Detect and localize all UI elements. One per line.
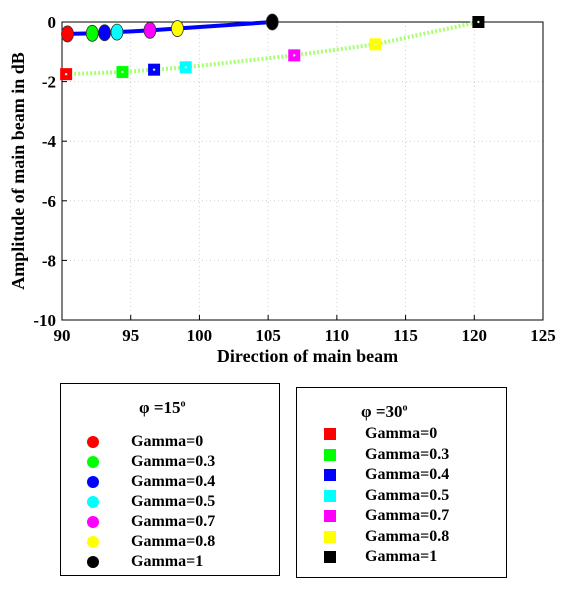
- legend-label: Gamma=0.5: [131, 493, 216, 510]
- legend-label: Gamma=1: [365, 548, 438, 565]
- x-tick-label: 125: [530, 326, 556, 345]
- legend-entry: Gamma=0.5: [297, 485, 506, 507]
- legend-marker: [324, 551, 336, 563]
- legend-entry: Gamma=0.3: [297, 444, 506, 466]
- legend-label: Gamma=0.7: [131, 513, 216, 530]
- legend-label: Gamma=0.7: [365, 507, 450, 524]
- data-point-center: [152, 68, 156, 71]
- y-tick-label: -10: [33, 311, 56, 330]
- series-phi-15: [61, 13, 279, 43]
- legend-title-superscript: o: [402, 402, 408, 414]
- legend-entry: Gamma=0.4: [297, 464, 506, 486]
- legend-marker: [87, 556, 99, 568]
- x-tick-label: 105: [255, 326, 281, 345]
- legend-label: Gamma=0: [131, 433, 204, 450]
- legend-marker: [87, 436, 99, 448]
- legend-marker: [87, 456, 99, 468]
- y-tick-label: -2: [42, 73, 56, 92]
- legend-label: Gamma=1: [131, 553, 204, 570]
- x-tick-label: 120: [462, 326, 488, 345]
- legend-marker: [87, 536, 99, 548]
- y-tick-label: 0: [48, 13, 57, 32]
- legend-entry: Gamma=1: [61, 551, 279, 573]
- x-tick-label: 95: [122, 326, 139, 345]
- data-point-center: [64, 72, 68, 76]
- legend-title-text: φ =30: [361, 402, 403, 421]
- data-point: [143, 21, 157, 39]
- legend-label: Gamma=0: [365, 425, 438, 442]
- data-point: [265, 13, 279, 31]
- legend-label: Gamma=0.4: [131, 473, 216, 490]
- data-point: [171, 20, 184, 37]
- legend-label: Gamma=0.3: [365, 445, 450, 463]
- series-phi-30: [60, 16, 485, 81]
- data-point: [85, 24, 99, 42]
- x-tick-label: 110: [325, 326, 350, 345]
- legend-label: Gamma=0.4: [365, 466, 450, 483]
- legend-entry: Gamma=0.8: [297, 526, 506, 548]
- legend-entry: Gamma=0.4: [61, 471, 279, 493]
- x-axis-ticks: 90 95 100 105 110 115 120 125: [54, 315, 556, 345]
- legend-marker: [87, 476, 99, 488]
- data-point: [110, 23, 124, 41]
- legend-label: Gamma=0.3: [131, 453, 216, 470]
- legend-entry: Gamma=0: [297, 423, 506, 445]
- x-tick-label: 100: [187, 326, 213, 345]
- legend-marker: [87, 516, 99, 528]
- legend-entry: Gamma=1: [297, 546, 506, 568]
- legend-marker: [324, 428, 336, 440]
- chart-svg: 90 95 100 105 110 115 120 125 0 -2 -4 -6 -8 -10 Dire…: [8, 13, 556, 366]
- legend-phi-15: φ =15o Gamma=0 Gamma=0.3 Gamma=0.4 Gamma=0.…: [60, 383, 280, 576]
- y-tick-label: -6: [42, 192, 56, 211]
- data-point-center: [184, 66, 187, 69]
- series-layer: [60, 13, 485, 81]
- legend-entry: Gamma=0.5: [61, 491, 279, 513]
- y-tick-label: -4: [42, 132, 57, 151]
- y-axis-label: Amplitude of main beam in dB: [8, 52, 28, 290]
- data-point-center: [121, 70, 124, 74]
- legend-marker: [324, 530, 336, 543]
- legend-title: φ =15o: [139, 398, 186, 418]
- x-axis-label: Direction of main beam: [217, 346, 398, 366]
- legend-entry: Gamma=0.8: [61, 531, 279, 553]
- legend-title-text: φ =15: [139, 398, 181, 417]
- legend-marker: [87, 496, 99, 508]
- legend-marker: [324, 448, 336, 461]
- legend-marker: [324, 510, 336, 522]
- plot-frame: [61, 21, 544, 321]
- chart: 90 95 100 105 110 115 120 125 0 -2 -4 -6 -8 -10 Dire…: [8, 13, 556, 366]
- legend-label: Gamma=0.5: [365, 486, 450, 504]
- legend-marker: [324, 469, 336, 481]
- x-tick-label: 90: [54, 326, 71, 345]
- grid: [61, 21, 544, 321]
- legend-label: Gamma=0.8: [131, 533, 216, 550]
- data-point-center: [293, 54, 296, 57]
- legend-entry: Gamma=0: [61, 431, 279, 453]
- y-axis-ticks: 0 -2 -4 -6 -8 -10: [33, 13, 67, 330]
- legend-label: Gamma=0.8: [365, 527, 450, 545]
- data-point-center: [374, 43, 377, 46]
- legend-entry: Gamma=0.7: [297, 505, 506, 527]
- y-tick-label: -8: [42, 251, 56, 270]
- legend-title: φ =30o: [361, 402, 408, 422]
- data-point: [98, 24, 112, 42]
- data-point: [61, 25, 74, 43]
- legend-entry: Gamma=0.7: [61, 511, 279, 533]
- data-point-center: [477, 20, 480, 24]
- legend-title-superscript: o: [180, 398, 186, 410]
- legend-entry: Gamma=0.3: [61, 451, 279, 473]
- legend-phi-30: φ =30o Gamma=0 Gamma=0.3 Gamma=0.4 Gamma=0.…: [296, 387, 507, 578]
- legend-marker: [324, 489, 336, 502]
- x-tick-label: 115: [393, 326, 418, 345]
